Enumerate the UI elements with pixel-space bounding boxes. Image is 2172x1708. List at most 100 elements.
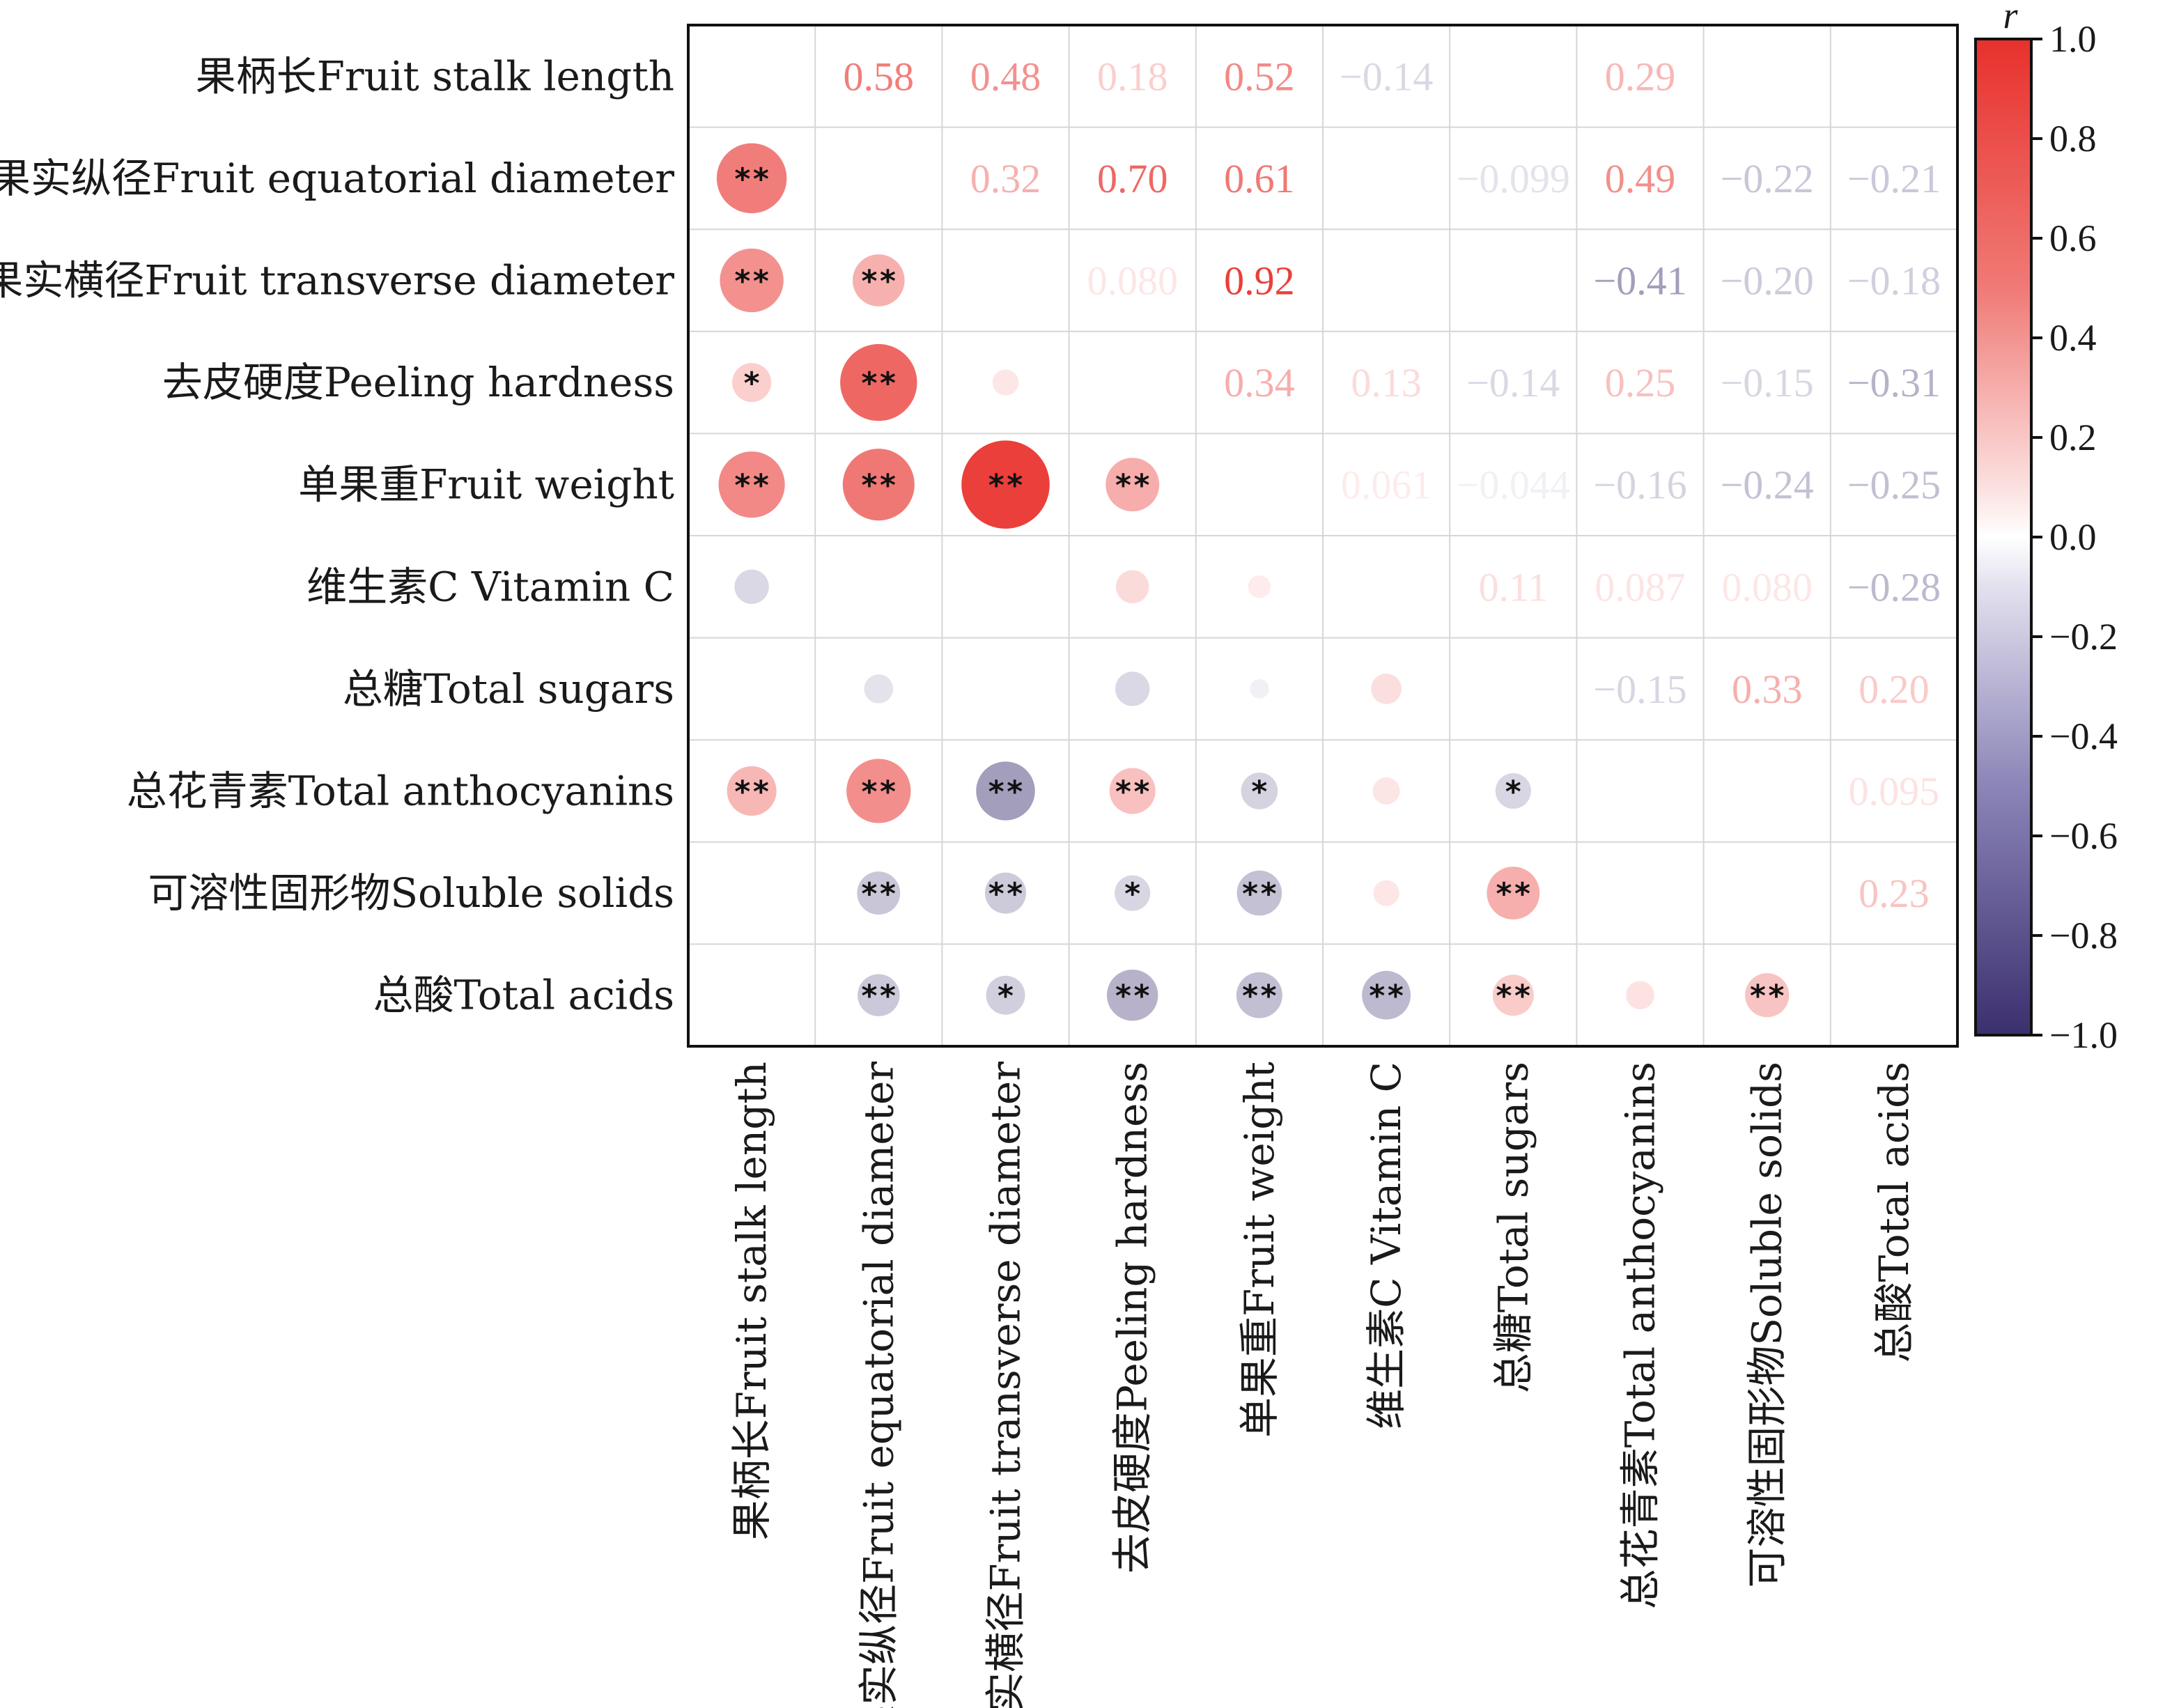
corr-value: 0.095: [1849, 769, 1940, 814]
corr-circle: [1236, 972, 1282, 1018]
corr-value: −0.41: [1593, 258, 1686, 304]
row-label: 果实横径Fruit transverse diameter: [0, 257, 674, 304]
plot-frame: [687, 24, 1959, 1048]
column-label: 果实横径Fruit transverse diameter: [982, 1062, 1030, 1708]
corr-circle: [1109, 768, 1156, 814]
significance-stars: **: [734, 264, 770, 300]
corr-value: −0.14: [1340, 54, 1433, 99]
colorbar-tick-label: −1.0: [2049, 1014, 2118, 1056]
corr-value: −0.044: [1457, 463, 1570, 508]
corr-circle: [716, 143, 787, 214]
corr-value: −0.28: [1847, 564, 1941, 610]
corr-circle: [1626, 981, 1654, 1010]
corr-circle: [1487, 867, 1540, 919]
colorbar: r 1.0 0.8 0.6 0.4 0.2 0.0 −0.2 −0.4 −0.6 −0.8 −1.0: [1974, 0, 2118, 1056]
significance-stars: **: [860, 979, 897, 1014]
corr-value: 0.49: [1605, 156, 1676, 201]
significance-stars: **: [987, 876, 1024, 912]
significance-stars: **: [860, 264, 897, 300]
corr-value: 0.32: [970, 156, 1041, 201]
corr-value: 0.34: [1224, 360, 1295, 405]
column-label: 总花青素Total anthocyanins: [1617, 1062, 1664, 1609]
corr-circle: [1115, 570, 1149, 604]
upper-triangle-values: 0.58 0.48 0.18 0.52 −0.14 0.29 0.32 0.70 0.61 −0.…: [844, 54, 1941, 916]
corr-value: 0.58: [844, 54, 915, 99]
corr-circle: [732, 363, 772, 403]
corr-value: −0.22: [1721, 156, 1814, 201]
significance-stars: *: [1123, 876, 1142, 912]
corr-circle: [1236, 870, 1282, 916]
corr-value: 0.25: [1605, 360, 1676, 405]
corr-circle: [1373, 880, 1399, 906]
column-label: 果实纵径Fruit equatorial diameter: [855, 1062, 902, 1708]
corr-value: −0.31: [1847, 360, 1941, 405]
significance-stars: **: [987, 775, 1024, 810]
corr-value: 0.11: [1479, 564, 1548, 610]
corr-circle: [1106, 458, 1160, 512]
corr-circle: [976, 761, 1035, 821]
corr-circle: [1495, 773, 1531, 809]
corr-circle: [734, 569, 769, 604]
colorbar-gradient: [1974, 38, 2033, 1037]
corr-circle: [1248, 575, 1271, 598]
colorbar-tick-label: −0.4: [2049, 715, 2118, 757]
corr-circle: [727, 766, 777, 816]
corr-value: −0.25: [1847, 463, 1941, 508]
corr-value: 0.33: [1732, 667, 1803, 712]
corr-value: 0.70: [1097, 156, 1168, 201]
corr-value: 0.061: [1341, 463, 1432, 508]
corr-value: −0.20: [1721, 258, 1814, 304]
corr-value: −0.24: [1721, 463, 1814, 508]
corr-value: 0.61: [1224, 156, 1295, 201]
row-label: 去皮硬度Peeling hardness: [162, 359, 674, 406]
significance-stars: **: [860, 876, 897, 912]
significance-stars: **: [1748, 979, 1785, 1014]
corr-circle: [1492, 975, 1534, 1016]
corr-value: −0.14: [1466, 360, 1560, 405]
row-label: 果柄长Fruit stalk length: [196, 52, 674, 100]
corr-circle: [840, 343, 917, 421]
corr-circle: [1250, 679, 1269, 699]
significance-stars: *: [1250, 775, 1269, 810]
corr-circle: [1115, 875, 1151, 911]
corr-circle: [984, 872, 1027, 914]
row-labels: 果柄长Fruit stalk length 果实纵径Fruit equatoria…: [0, 52, 674, 1018]
corr-value: −0.099: [1457, 156, 1570, 201]
corr-value: −0.15: [1593, 667, 1686, 712]
corr-circle: [1241, 773, 1278, 809]
significance-stars: **: [734, 775, 770, 810]
lower-triangle-circles: **** *** **** ** ** **** ** ** ** * *** ** * ** **** * *…: [716, 143, 1790, 1021]
significance-stars: **: [860, 775, 897, 810]
significance-stars: **: [734, 162, 770, 197]
significance-stars: **: [1114, 979, 1151, 1014]
corr-circle: [852, 254, 905, 306]
colorbar-tick-label: 0.2: [2049, 417, 2097, 458]
corr-circle: [1371, 674, 1402, 704]
significance-stars: **: [734, 468, 770, 504]
corr-value: 0.080: [1721, 564, 1813, 610]
colorbar-tick-label: 1.0: [2049, 18, 2097, 60]
column-label: 去皮硬度Peeling hardness: [1109, 1062, 1156, 1574]
column-label: 单果重Fruit weight: [1236, 1062, 1283, 1438]
column-label: 总糖Total sugars: [1489, 1062, 1537, 1393]
corr-value: −0.15: [1721, 360, 1814, 405]
significance-stars: **: [860, 366, 897, 401]
corr-circle: [718, 451, 785, 518]
row-label: 总花青素Total anthocyanins: [127, 768, 674, 815]
colorbar-tick-label: 0.6: [2049, 217, 2097, 259]
corr-circle: [1745, 973, 1790, 1018]
corr-circle: [720, 248, 784, 313]
colorbar-tick-label: −0.8: [2049, 915, 2118, 956]
corr-circle: [986, 975, 1025, 1015]
corr-circle: [858, 974, 900, 1016]
colorbar-tick-label: 0.8: [2049, 118, 2097, 160]
significance-stars: **: [1495, 876, 1532, 912]
corr-circle: [1106, 969, 1158, 1021]
column-label: 果柄长Fruit stalk length: [728, 1062, 775, 1540]
colorbar-title: r: [2003, 0, 2018, 36]
row-label: 果实纵径Fruit equatorial diameter: [0, 155, 674, 202]
corr-circle: [846, 759, 911, 823]
significance-stars: **: [987, 468, 1024, 504]
significance-stars: *: [996, 979, 1015, 1014]
